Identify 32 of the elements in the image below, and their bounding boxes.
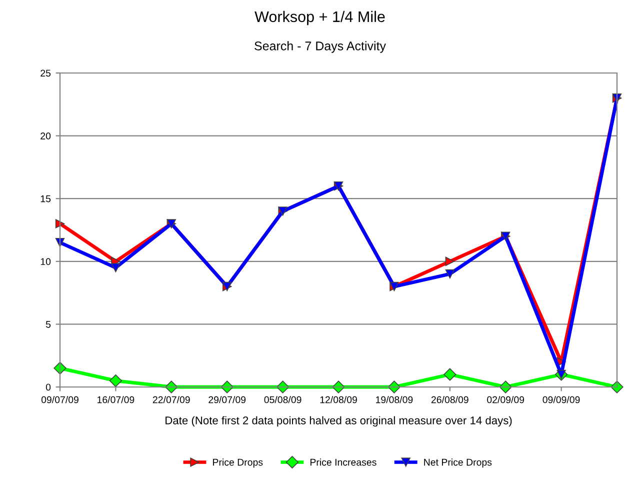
y-tick-label: 5 xyxy=(46,321,51,328)
point xyxy=(220,380,234,394)
x-tick-label: 05/08/09 xyxy=(264,396,302,404)
point xyxy=(388,380,401,394)
x-tick-label: 16/07/09 xyxy=(98,396,134,404)
point xyxy=(111,263,120,272)
point xyxy=(165,380,178,394)
point xyxy=(444,368,456,381)
point xyxy=(445,256,454,266)
y-tick-label: 15 xyxy=(40,195,51,202)
legend-label: Net Price Drops xyxy=(424,458,492,468)
x-tick-label: 29/07/09 xyxy=(208,396,246,404)
legend-label: Price Increases xyxy=(310,458,376,466)
chart-title: Worksop + 1/4 Mile xyxy=(254,10,385,26)
y-tick-label: 10 xyxy=(40,258,51,266)
point xyxy=(109,374,122,388)
x-tick-label: 19/08/09 xyxy=(376,396,413,404)
x-axis-title: Date (Note first 2 data points halved as original measure over 14 days) xyxy=(166,416,512,427)
x-tick-label: 02/09/09 xyxy=(487,396,524,404)
point xyxy=(499,380,512,394)
chart-subtitle: Search - 7 Days Activity xyxy=(254,41,386,53)
y-tick-label: 20 xyxy=(40,132,51,140)
x-tick-label: 09/09/09 xyxy=(542,396,580,404)
legend-label: Price Drops xyxy=(213,458,263,468)
y-tick-label: 25 xyxy=(40,70,51,77)
y-tick-label: 0 xyxy=(46,384,51,391)
x-tick-label: 26/08/09 xyxy=(431,396,468,404)
x-tick-label: 09/07/09 xyxy=(41,396,78,404)
point xyxy=(276,380,290,394)
x-tick-label: 22/07/09 xyxy=(152,396,190,404)
x-tick-label: 12/08/09 xyxy=(320,396,357,404)
point xyxy=(445,269,454,279)
